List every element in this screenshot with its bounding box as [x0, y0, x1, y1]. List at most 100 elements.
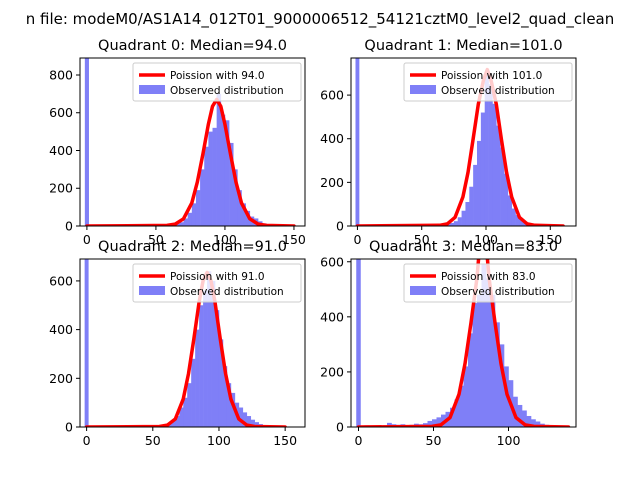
histogram-bar: [488, 84, 493, 226]
y-tick-label: 400: [320, 309, 344, 324]
histogram-bar: [468, 333, 473, 427]
axes-frame: [79, 57, 306, 227]
histogram-bar: [183, 397, 188, 427]
histogram-bar: [191, 358, 196, 427]
y-tick-label: 600: [320, 88, 344, 103]
subplot-title: Quadrant 0: Median=94.0: [98, 38, 287, 54]
subplot-grid: Quadrant 0: Median=94.0 0 50 100 150 0 200 400 6…: [49, 38, 577, 448]
histogram-bar: [461, 210, 466, 226]
histogram-bar: [490, 294, 496, 427]
legend-box: [132, 62, 302, 102]
histogram-bar: [499, 344, 505, 427]
x-tick-label: 0: [355, 433, 363, 448]
legend-poisson-label: Poission with 83.0: [441, 271, 536, 283]
histogram-bar: [183, 218, 188, 226]
histogram-bar: [179, 222, 184, 226]
histogram-bar-zero: [355, 58, 360, 226]
histogram-bar: [496, 125, 501, 226]
histogram-bar: [250, 419, 256, 427]
histogram-bar: [220, 114, 226, 226]
histogram-bar: [495, 322, 500, 427]
histogram-bar: [226, 383, 232, 427]
histogram-bar: [500, 147, 505, 226]
legend-box: [132, 263, 302, 303]
legend-box: [403, 62, 573, 102]
histogram-bar: [238, 407, 244, 427]
histogram-bar: [465, 202, 470, 226]
histogram-bar: [208, 131, 213, 226]
legend-observed-label: Observed distribution: [441, 85, 555, 97]
histogram-bar: [457, 217, 462, 226]
x-tick-label: 100: [497, 433, 521, 448]
legend-observed-label: Observed distribution: [170, 85, 284, 97]
y-tick-label: 200: [49, 181, 73, 196]
y-tick-label: 0: [336, 420, 344, 435]
legend-poisson-label: Poission with 91.0: [170, 271, 265, 283]
plot-area: [356, 259, 571, 427]
x-tick-label: 50: [426, 433, 442, 448]
histogram-bar: [215, 310, 220, 427]
histogram-bar: [515, 215, 520, 226]
histogram-bar: [241, 203, 246, 226]
subplot-title: Quadrant 3: Median=83.0: [369, 239, 558, 255]
legend: Poission with 101.0 Observed distribution: [403, 62, 573, 102]
plot-area: [84, 58, 296, 226]
legend-observed-swatch: [139, 286, 165, 295]
histogram-bar: [459, 385, 464, 427]
histogram-bar: [535, 421, 541, 427]
histogram-bar: [230, 392, 236, 427]
x-tick-label: 150: [273, 433, 297, 448]
axes-frame: [350, 258, 577, 428]
y-tick-label: 200: [320, 364, 344, 379]
y-tick-label: 0: [65, 420, 73, 435]
histogram-bar: [199, 305, 204, 427]
axes-frame: [350, 57, 577, 227]
histogram-bar: [195, 329, 200, 427]
y-tick-label: 600: [320, 254, 344, 269]
x-tick-label: 150: [282, 232, 306, 247]
subplot-quadrant-1: Quadrant 1: Median=101.0 0 50 100 150 0 200 400…: [320, 38, 577, 247]
y-tick-label: 200: [49, 371, 73, 386]
histogram-bar: [203, 290, 208, 427]
histogram-bar: [473, 164, 478, 226]
histogram-bar: [526, 415, 532, 427]
histogram-bar: [242, 412, 248, 427]
histogram-bar: [218, 339, 224, 427]
figure-suptitle: n file: modeM0/AS1A14_012T01_9000006512_…: [26, 10, 615, 29]
histogram-bar: [224, 120, 230, 226]
histogram-bar: [187, 212, 193, 226]
histogram-bar: [432, 419, 437, 427]
histogram-bar: [387, 422, 392, 427]
histogram-bar: [427, 420, 433, 427]
histogram-bar: [504, 173, 509, 226]
histogram-bar: [450, 222, 455, 226]
histogram-bar: [469, 186, 474, 226]
legend-box: [403, 263, 573, 303]
y-tick-label: 400: [320, 131, 344, 146]
y-tick-label: 800: [49, 67, 73, 82]
legend: Poission with 83.0 Observed distribution: [403, 263, 573, 303]
histogram-bar: [233, 169, 238, 226]
histogram-bar: [195, 190, 201, 226]
y-tick-label: 600: [49, 273, 73, 288]
histogram-bar-zero: [84, 58, 89, 226]
histogram-bar: [519, 219, 524, 226]
histogram-bar: [486, 278, 491, 427]
plot-area: [84, 259, 287, 427]
legend-observed-swatch: [410, 286, 436, 295]
subplot-quadrant-3: Quadrant 3: Median=83.0 0 50 100 0 200 400 600 P…: [320, 239, 577, 448]
x-tick-label: 0: [83, 433, 91, 448]
x-tick-label: 150: [538, 232, 562, 247]
histogram-bar: [511, 208, 516, 226]
histogram-bar: [453, 221, 459, 226]
histogram-bar: [484, 73, 489, 226]
x-tick-label: 100: [213, 232, 237, 247]
subplot-title: Quadrant 1: Median=101.0: [364, 38, 562, 54]
x-tick-label: 50: [414, 232, 430, 247]
histogram-bar: [517, 404, 523, 427]
histogram-bar: [472, 303, 478, 427]
histogram-bar: [222, 366, 228, 427]
histogram-bar: [531, 419, 536, 427]
x-tick-label: 50: [145, 433, 161, 448]
